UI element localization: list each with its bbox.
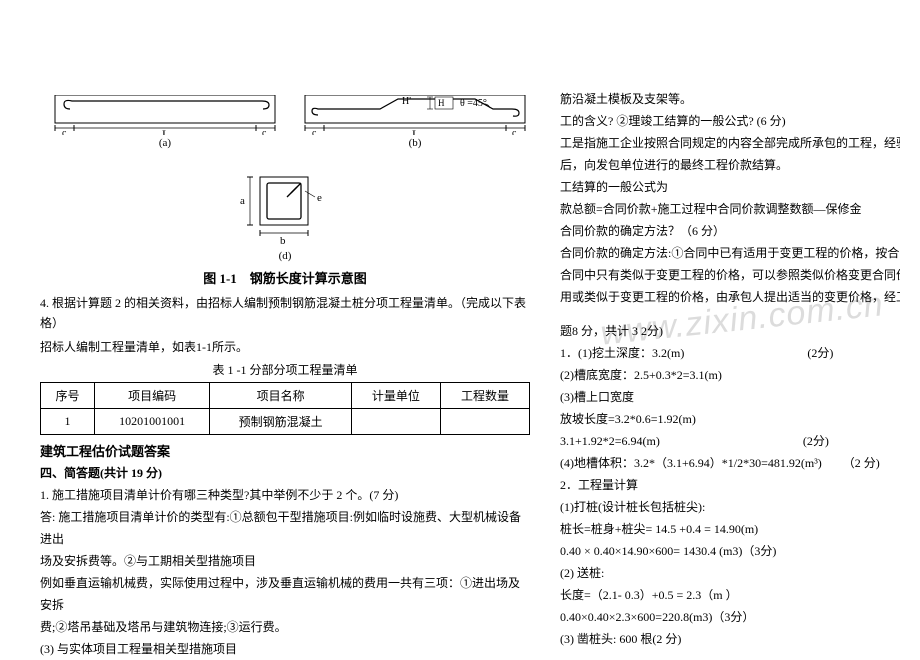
dim-L-a: L [162, 127, 169, 135]
diagram-b-svg: H' H θ =45° c c L [300, 95, 530, 135]
r-l01: 筋沿凝土模板及支架等。 [560, 88, 900, 110]
r-l12a: 1．(1)挖土深度：3.2(m) [560, 346, 684, 360]
dim-c-right-b: c [512, 128, 517, 135]
r-l17a: (4)地槽体积：3.2*（3.1+6.94）*1/2*30=481.92(m³) [560, 456, 822, 470]
r-l12: 1．(1)挖土深度：3.2(m) (2分) [560, 342, 900, 364]
td-qty [440, 409, 529, 435]
diagram-d-svg: e a b [225, 169, 345, 249]
bill-table: 序号 项目编码 项目名称 计量单位 工程数量 1 10201001001 预制钢… [40, 382, 530, 435]
dim-e: e [317, 192, 322, 204]
a1-5: (3) 与实体项目工程量相关型措施项目 [40, 638, 530, 660]
left-column: c c L (a) H' H [40, 0, 530, 660]
r-l17: (4)地槽体积：3.2*（3.1+6.94）*1/2*30=481.92(m³)… [560, 452, 900, 474]
r-l04: 后，向发包单位进行的最终工程价款结算。 [560, 154, 900, 176]
figure-caption: 图 1-1 钢筋长度计算示意图 [40, 268, 530, 287]
r-l16: 3.1+1.92*2=6.94(m) (2分) [560, 430, 900, 452]
table-header-row: 序号 项目编码 项目名称 计量单位 工程数量 [41, 383, 530, 409]
r-l24: 0.40×0.40×2.3×600=220.8(m3)（3分） [560, 606, 900, 628]
dim-Hprime: H' [402, 96, 411, 107]
td-code: 10201001001 [95, 409, 210, 435]
r-l09: 合同中只有类似于变更工程的价格，可以参照类似价格变更合同价价； [560, 264, 900, 286]
r-l16a: 3.1+1.92*2=6.94(m) [560, 434, 660, 448]
r-l16b: (2分) [803, 430, 829, 452]
diagram-b: H' H θ =45° c c L (b) [300, 95, 530, 150]
q1: 1. 施工措施项目清单计价有哪三种类型?其中举例不少于 2 个。(7 分) [40, 484, 530, 506]
p4-line2: 招标人编制工程量清单，如表1-1所示。 [40, 337, 530, 357]
a1-2: 场及安拆费等。②与工期相关型措施项目 [40, 550, 530, 572]
r-l02: 工的含义? ②理竣工结算的一般公式? (6 分) [560, 110, 900, 132]
r-l14: (3)槽上口宽度 [560, 386, 900, 408]
td-name: 预制钢筋混凝土 [210, 409, 352, 435]
r-l10: 用或类似于变更工程的价格，由承包人提出适当的变更价格，经工程师确认后执 [560, 286, 900, 308]
p4-line1: 4. 根据计算题 2 的相关资料，由招标人编制预制钢筋混凝土桩分项工程量清单。（… [40, 293, 530, 333]
th-unit: 计量单位 [351, 383, 440, 409]
diagram-b-label: (b) [300, 137, 530, 149]
section-4-title: 四、简答题(共计 19 分) [40, 462, 530, 484]
r-l08: 合同价款的确定方法:①合同中已有适用于变更工程的价格，按合同已有的价格变 [560, 242, 900, 264]
r-l07: 合同价款的确定方法？（6 分） [560, 220, 900, 242]
diagram-a-svg: c c L [50, 95, 280, 135]
r-l13: (2)槽底宽度：2.5+0.3*2=3.1(m) [560, 364, 900, 386]
diagram-row-ab: c c L (a) H' H [40, 95, 530, 165]
r-l05: 工结算的一般公式为 [560, 176, 900, 198]
table-caption: 表 1 -1 分部分项工程量清单 [40, 361, 530, 378]
dim-H: H [438, 98, 445, 108]
diagram-d-label: (d) [40, 250, 530, 262]
r-l21: 0.40 × 0.40×14.90×600= 1430.4 (m3)（3分) [560, 540, 900, 562]
diagram-d-wrap: e a b (d) [40, 169, 530, 262]
dim-c-left-b: c [312, 128, 317, 135]
td-seq: 1 [41, 409, 95, 435]
r-l19: (1)打桩(设计桩长包括桩尖): [560, 496, 900, 518]
answer-header: 建筑工程估价试题答案 [40, 441, 530, 460]
r-l23: 长度=（2.1- 0.3）+0.5 = 2.3（m ） [560, 584, 900, 606]
r-l03: 工是指施工企业按照合同规定的内容全部完成所承包的工程，经验收质量合格，并 [560, 132, 900, 154]
r-l17b: （2 分) [843, 452, 880, 474]
diagram-a-label: (a) [50, 137, 280, 149]
dim-a: a [240, 195, 245, 207]
dim-c-left: c [62, 128, 67, 135]
dim-c-right: c [262, 128, 267, 135]
table-row: 1 10201001001 预制钢筋混凝土 [41, 409, 530, 435]
a1-3: 例如垂直运输机械费，实际使用过程中，涉及垂直运输机械的费用一共有三项：①进出场及… [40, 572, 530, 616]
r-l11: 题8 分，共计 3 2分) [560, 320, 900, 342]
r-l12b: (2分) [807, 342, 833, 364]
th-name: 项目名称 [210, 383, 352, 409]
r-l06: 款总额=合同价款+施工过程中合同价款调整数额—保修金 [560, 198, 900, 220]
dim-L-b: L [412, 127, 419, 135]
right-column: 筋沿凝土模板及支架等。 工的含义? ②理竣工结算的一般公式? (6 分) 工是指… [560, 88, 900, 650]
dim-b: b [280, 235, 286, 247]
th-seq: 序号 [41, 383, 95, 409]
r-l18: 2．工程量计算 [560, 474, 900, 496]
dim-theta: θ =45° [460, 98, 487, 109]
th-code: 项目编码 [95, 383, 210, 409]
r-l22: (2) 送桩: [560, 562, 900, 584]
diagram-a: c c L (a) [50, 95, 280, 150]
td-unit [351, 409, 440, 435]
a1-1: 答: 施工措施项目清单计价的类型有:①总额包干型措施项目:例如临时设施费、大型机… [40, 506, 530, 550]
r-l15: 放坡长度=3.2*0.6=1.92(m) [560, 408, 900, 430]
r-l25: (3) 凿桩头: 600 根(2 分) [560, 628, 900, 650]
th-qty: 工程数量 [440, 383, 529, 409]
r-l20: 桩长=桩身+桩尖= 14.5 +0.4 = 14.90(m) [560, 518, 900, 540]
a1-4: 费;②塔吊基础及塔吊与建筑物连接;③运行费。 [40, 616, 530, 638]
